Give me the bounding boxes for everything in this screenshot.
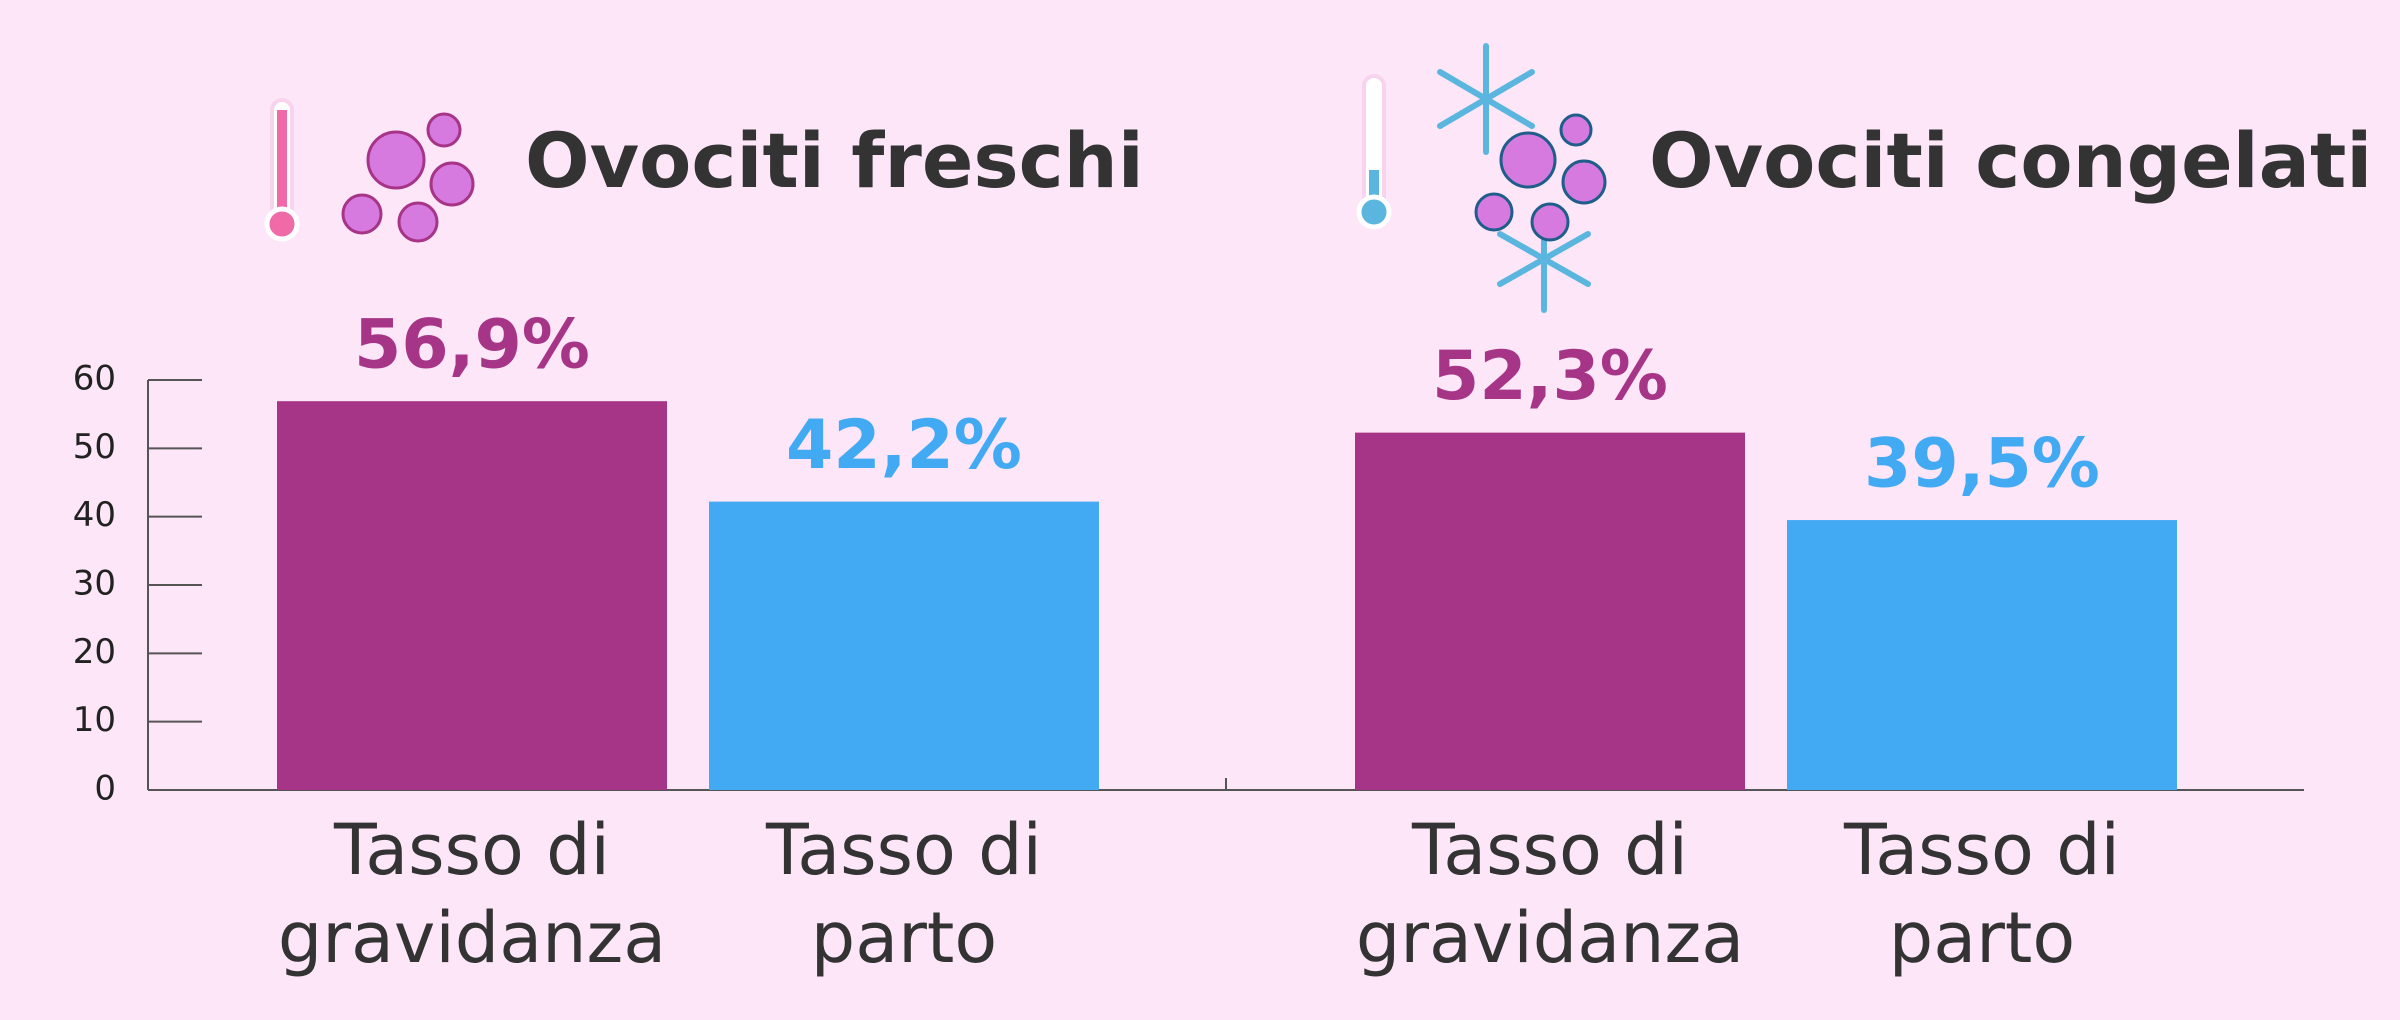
value-label: 52,3% (1432, 337, 1668, 416)
y-tick-label: 10 (73, 700, 116, 740)
value-label: 39,5% (1864, 425, 2100, 504)
bar (1787, 520, 2177, 790)
category-label: Tasso di parto (766, 809, 1042, 979)
value-label: 56,9% (354, 306, 590, 385)
y-tick-label: 40 (73, 495, 116, 535)
bar (709, 501, 1099, 790)
icon-frozen (1356, 43, 1607, 313)
category-label: Tasso di gravidanza (277, 809, 667, 979)
y-tick-label: 20 (73, 632, 116, 672)
y-tick-label: 60 (73, 359, 116, 399)
icon-fresh (264, 98, 475, 243)
group-title: Ovociti freschi (525, 116, 1144, 205)
bar (1355, 432, 1745, 790)
bar (277, 401, 667, 790)
category-label: Tasso di gravidanza (1355, 809, 1745, 979)
category-label: Tasso di parto (1844, 809, 2120, 979)
y-tick-label: 30 (73, 564, 116, 604)
y-tick-label: 0 (94, 769, 116, 809)
value-label: 42,2% (786, 406, 1022, 485)
y-tick-label: 50 (73, 427, 116, 467)
group-title: Ovociti congelati (1649, 116, 2372, 205)
